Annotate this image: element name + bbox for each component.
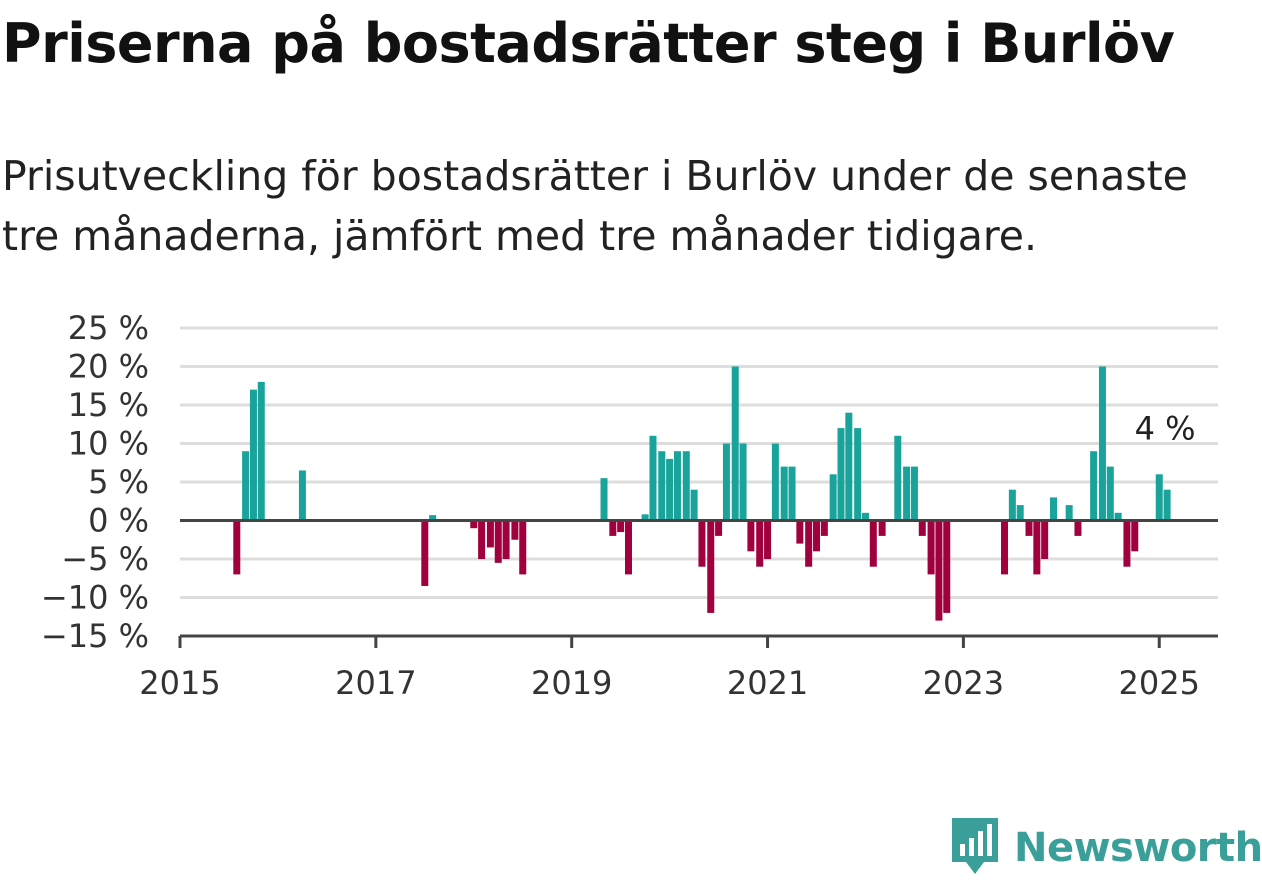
bar xyxy=(788,466,796,521)
chart-subtitle: Prisutveckling för bostadsrätter i Burlö… xyxy=(2,152,1188,260)
bar xyxy=(600,478,608,521)
bar xyxy=(682,451,690,521)
bar xyxy=(813,520,821,552)
bar xyxy=(298,470,306,521)
bar xyxy=(707,520,715,613)
bar xyxy=(829,474,837,521)
bar xyxy=(511,520,519,540)
bar xyxy=(233,520,241,575)
bar xyxy=(1008,489,1016,521)
bar xyxy=(1155,474,1163,521)
chart-logo-icon xyxy=(950,816,1000,880)
bar xyxy=(486,520,494,548)
bar xyxy=(756,520,764,567)
bar xyxy=(943,520,951,613)
bar xyxy=(624,520,632,575)
bar xyxy=(609,520,617,536)
bar xyxy=(1016,505,1024,521)
bar xyxy=(502,520,510,559)
bar xyxy=(494,520,502,563)
bar xyxy=(257,381,265,521)
y-tick-label: 20 % xyxy=(68,348,149,386)
bar xyxy=(845,412,853,521)
x-tick-label: 2017 xyxy=(335,664,416,702)
bar xyxy=(1090,451,1098,521)
bar xyxy=(673,451,681,521)
bar xyxy=(1025,520,1033,536)
x-tick-label: 2015 xyxy=(139,664,220,702)
bar xyxy=(910,466,918,521)
bar xyxy=(805,520,813,567)
bar xyxy=(861,512,869,521)
bar xyxy=(429,515,437,521)
bar xyxy=(739,443,747,521)
bar xyxy=(927,520,935,575)
bar xyxy=(854,428,862,521)
chart-title: Priserna på bostadsrätter steg i Burlöv xyxy=(2,12,1175,75)
bar xyxy=(690,489,698,521)
y-tick-label: 0 % xyxy=(88,502,149,540)
bar xyxy=(894,435,902,521)
bar xyxy=(1033,520,1041,575)
bar xyxy=(820,520,828,536)
y-tick-label: 5 % xyxy=(88,463,149,501)
x-tick-label: 2021 xyxy=(727,664,808,702)
last-value-label: 4 % xyxy=(1135,410,1196,448)
y-tick-label: −5 % xyxy=(61,540,149,578)
bar xyxy=(649,435,657,521)
x-axis-labels: 2015 2017 2019 2021 2023 2025 xyxy=(139,664,1200,702)
bar xyxy=(641,514,649,521)
bar xyxy=(837,428,845,521)
bar xyxy=(242,451,250,521)
y-tick-label: −10 % xyxy=(41,579,149,617)
bar xyxy=(796,520,804,544)
y-axis-labels: 25 %20 %15 %10 %5 %0 %−5 %−10 %−15 % xyxy=(41,309,149,655)
bar xyxy=(1106,466,1114,521)
y-tick-label: −15 % xyxy=(41,617,149,655)
y-tick-label: 15 % xyxy=(68,386,149,424)
newsworthy-logo: Newsworthy xyxy=(950,818,1262,878)
bar xyxy=(1001,520,1009,575)
bar xyxy=(658,451,666,521)
bar xyxy=(470,520,478,529)
bar xyxy=(771,443,779,521)
bar xyxy=(1041,520,1049,559)
bar xyxy=(935,520,943,621)
x-tick-label: 2019 xyxy=(531,664,612,702)
bar xyxy=(1131,520,1139,552)
bar xyxy=(1049,497,1057,521)
bar xyxy=(1074,520,1082,536)
x-tick-label: 2025 xyxy=(1119,664,1200,702)
bar xyxy=(1123,520,1131,567)
bar xyxy=(698,520,706,567)
bar xyxy=(722,443,730,521)
bar xyxy=(1098,366,1106,521)
bar xyxy=(1163,489,1171,521)
bars xyxy=(233,366,1171,621)
bar xyxy=(666,458,674,521)
bar xyxy=(764,520,772,559)
bar xyxy=(747,520,755,552)
bar xyxy=(617,520,625,533)
bar xyxy=(780,466,788,521)
bar xyxy=(478,520,486,559)
bar xyxy=(1114,512,1122,521)
bar xyxy=(731,366,739,521)
bar xyxy=(249,389,257,521)
x-tick-label: 2023 xyxy=(923,664,1004,702)
y-tick-label: 25 % xyxy=(68,309,149,347)
y-tick-label: 10 % xyxy=(68,425,149,463)
brand-name: Newsworthy xyxy=(1014,825,1262,871)
bar xyxy=(715,520,723,536)
bar xyxy=(1065,505,1073,521)
bar xyxy=(869,520,877,567)
bar xyxy=(519,520,527,575)
bar xyxy=(421,520,429,586)
bar xyxy=(918,520,926,536)
bar xyxy=(903,466,911,521)
axes xyxy=(178,519,1218,648)
bar xyxy=(878,520,886,536)
